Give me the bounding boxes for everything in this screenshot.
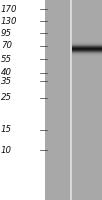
Bar — [0, 0, 45, 200]
Text: 35: 35 — [1, 76, 12, 86]
Text: 40: 40 — [1, 68, 12, 77]
Bar — [70, 0, 72, 200]
Bar — [72, 0, 102, 200]
Text: 15: 15 — [1, 126, 12, 134]
Text: 70: 70 — [1, 42, 12, 50]
Text: 170: 170 — [1, 4, 18, 14]
Bar — [45, 0, 70, 200]
Text: 130: 130 — [1, 17, 18, 25]
Text: 55: 55 — [1, 55, 12, 64]
Text: 10: 10 — [1, 146, 12, 155]
Text: 95: 95 — [1, 28, 12, 38]
Text: 25: 25 — [1, 94, 12, 102]
